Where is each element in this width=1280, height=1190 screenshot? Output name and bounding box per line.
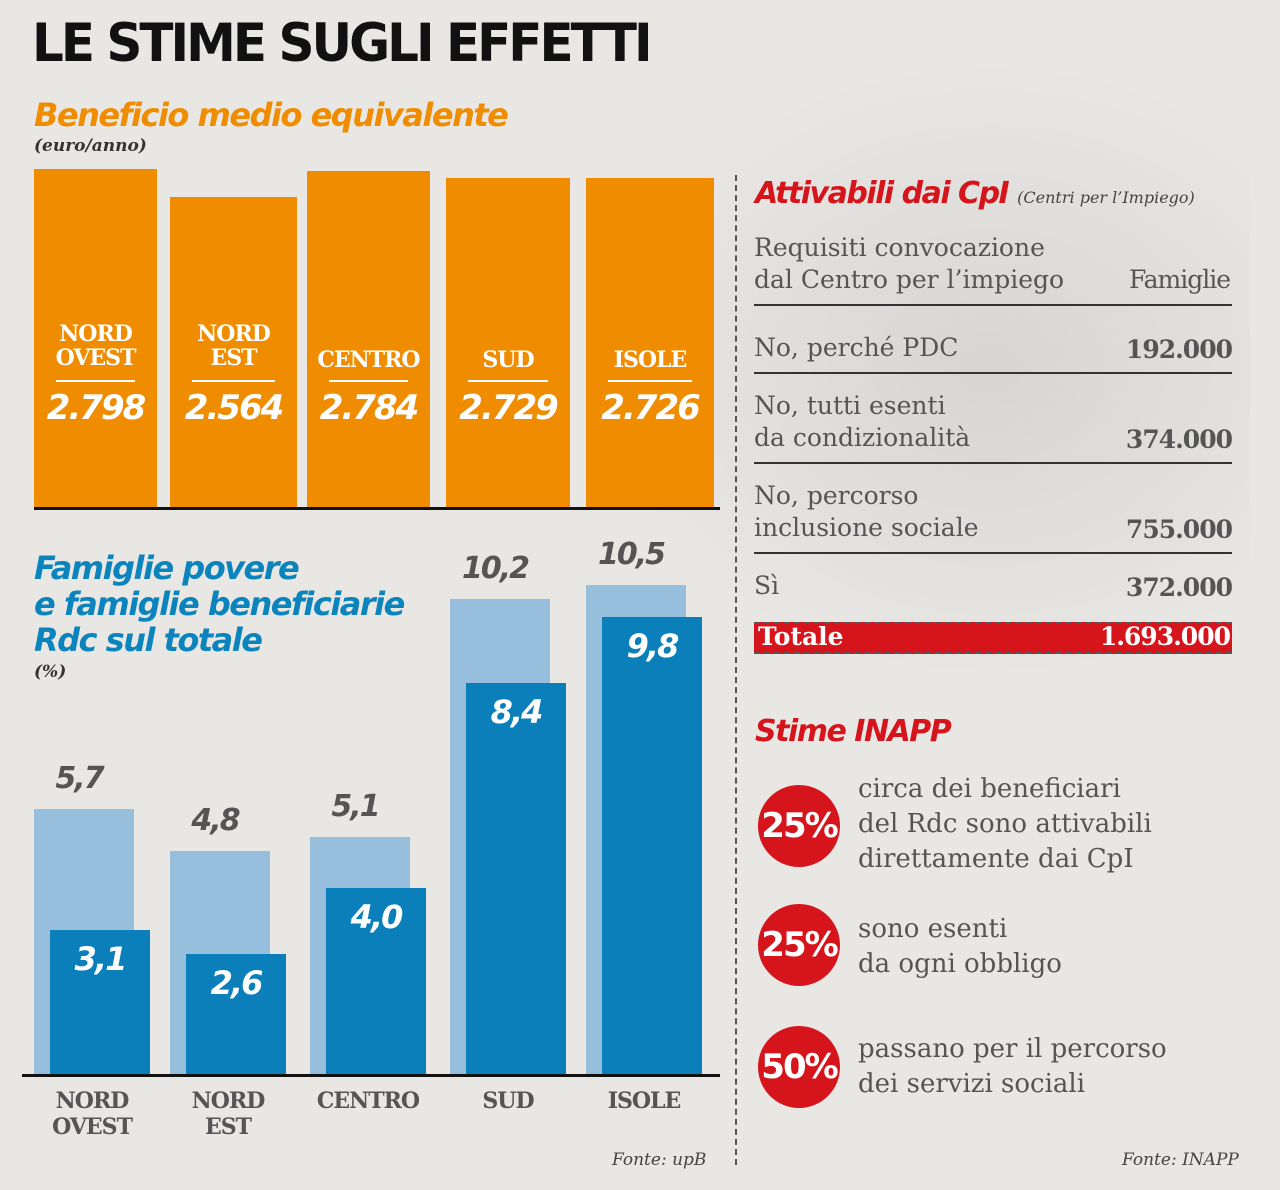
inapp-text: passano per il percorso dei servizi socia… xyxy=(858,1032,1167,1102)
bar-value-label: 2.564 xyxy=(184,388,285,428)
poor-families-value: 4,8 xyxy=(191,802,240,838)
total-value: 1.693.000 xyxy=(1099,622,1231,651)
rdc-beneficiaries-bar xyxy=(326,888,426,1075)
label-rule xyxy=(608,380,692,382)
inapp-title: Stime INAPP xyxy=(755,714,952,749)
category-label: SUD xyxy=(482,1088,534,1114)
inapp-text: circa dei beneficiari del Rdc sono attiva… xyxy=(858,772,1152,877)
rdc-beneficiaries-value: 3,1 xyxy=(74,940,128,979)
bar-category-label: NORD EST xyxy=(197,321,271,371)
cpi-title: Attivabili dai CpI (Centri per l’Impiego… xyxy=(755,176,1195,211)
label-rule xyxy=(192,380,275,382)
orange-bar xyxy=(307,170,430,507)
bar-category-label: NORD OVEST xyxy=(55,321,137,371)
rdc-beneficiaries-value: 9,8 xyxy=(626,627,680,666)
orange-bar xyxy=(586,177,714,507)
orange-bar xyxy=(446,177,570,507)
table-row: No, percorso inclusione sociale 755.000 xyxy=(754,464,1233,554)
total-row: Totale 1.693.000 xyxy=(754,622,1232,654)
category-label: ISOLE xyxy=(607,1088,682,1114)
header-left: dal Centro per l’impiego xyxy=(754,265,1065,294)
chart2-unit: (%) xyxy=(34,662,67,682)
text-line: direttamente dai CpI xyxy=(858,844,1134,874)
page-title: LE STIME SUGLI EFFETTI xyxy=(32,12,653,74)
text-line: da ogni obbligo xyxy=(858,949,1062,979)
header-right: Famiglie xyxy=(1128,265,1231,294)
row-value: 372.000 xyxy=(1125,573,1233,602)
chart2-source: Fonte: upB xyxy=(612,1150,707,1170)
row-label: Sì xyxy=(754,571,780,600)
chart2-title-line: e famiglie beneficiarie xyxy=(34,585,405,623)
label-rule xyxy=(468,380,548,382)
label-rule xyxy=(56,380,135,382)
bar-value-label: 2.726 xyxy=(601,388,701,428)
rdc-beneficiaries-bar xyxy=(186,953,286,1075)
category-label: NORD OVEST xyxy=(52,1088,133,1140)
rdc-beneficiaries-value: 2,6 xyxy=(210,963,264,1002)
header-left: Requisiti convocazione xyxy=(754,233,1045,262)
text-line: circa dei beneficiari xyxy=(858,774,1121,804)
inapp-text: sono esenti da ogni obbligo xyxy=(858,912,1062,982)
inapp-source: Fonte: INAPP xyxy=(1122,1150,1239,1170)
row-label: No, percorso inclusione sociale xyxy=(754,480,979,544)
row-label-line: inclusione sociale xyxy=(754,513,979,542)
chart1-unit: (euro/anno) xyxy=(34,136,147,156)
row-label-line: da condizionalità xyxy=(754,423,971,452)
table-row: Sì 372.000 xyxy=(754,554,1233,610)
text-line: del Rdc sono attivabili xyxy=(858,809,1152,839)
text-line: passano per il percorso xyxy=(858,1034,1167,1064)
chart2-title-line: Rdc sul totale xyxy=(34,621,263,659)
cpi-subtitle: (Centri per l’Impiego) xyxy=(1017,188,1195,207)
row-label: No, tutti esenti da condizionalità xyxy=(754,390,970,454)
rdc-beneficiaries-value: 4,0 xyxy=(350,898,404,937)
rdc-beneficiaries-bar xyxy=(466,682,566,1075)
row-value: 755.000 xyxy=(1125,515,1233,544)
total-label: Totale xyxy=(758,622,844,651)
row-label-line: No, tutti esenti xyxy=(754,391,946,420)
chart2-title: Famiglie povere e famiglie beneficiarie … xyxy=(34,549,405,659)
rdc-beneficiaries-bar xyxy=(602,617,702,1075)
row-value: 374.000 xyxy=(1125,425,1233,454)
rdc-beneficiaries-value: 8,4 xyxy=(490,692,544,731)
column-divider xyxy=(735,175,737,1165)
bar-category-label: SUD xyxy=(482,347,534,373)
row-label-line: No, percorso xyxy=(754,481,919,510)
pct-badge: 25% xyxy=(758,785,840,867)
text-line: sono esenti xyxy=(858,914,1008,944)
category-label: CENTRO xyxy=(316,1088,420,1114)
text-line: dei servizi sociali xyxy=(858,1069,1086,1099)
poor-families-value: 5,1 xyxy=(331,788,380,824)
bar-value-label: 2.784 xyxy=(319,388,420,428)
chart1-title: Beneficio medio equivalente xyxy=(34,96,509,134)
orange-bar xyxy=(170,197,297,507)
poor-families-value: 5,7 xyxy=(55,760,104,796)
table-row: No, perché PDC 192.000 xyxy=(754,306,1233,374)
pct-badge: 50% xyxy=(758,1026,840,1108)
poor-families-value: 10,2 xyxy=(461,550,530,586)
bar-category-label: ISOLE xyxy=(613,347,688,373)
chart2-title-line: Famiglie povere xyxy=(34,549,300,587)
chart1-baseline xyxy=(34,507,720,510)
row-value: 192.000 xyxy=(1125,335,1233,364)
orange-bar xyxy=(34,169,157,507)
table-row: No, tutti esenti da condizionalità 374.000 xyxy=(754,374,1233,464)
label-rule xyxy=(329,380,408,382)
poor-families-value: 10,5 xyxy=(597,536,666,572)
bar-category-label: CENTRO xyxy=(317,347,420,373)
row-label: No, perché PDC xyxy=(754,333,959,362)
pct-badge: 25% xyxy=(758,904,840,986)
category-label: NORD EST xyxy=(191,1088,266,1140)
bar-value-label: 2.798 xyxy=(46,388,147,428)
rdc-beneficiaries-bar xyxy=(50,930,150,1075)
table-header: Requisiti convocazione dal Centro per l’i… xyxy=(754,190,1232,306)
bar-value-label: 2.729 xyxy=(459,388,559,428)
chart2-baseline xyxy=(22,1074,720,1077)
cpi-title-text: Attivabili dai CpI xyxy=(755,176,1010,211)
